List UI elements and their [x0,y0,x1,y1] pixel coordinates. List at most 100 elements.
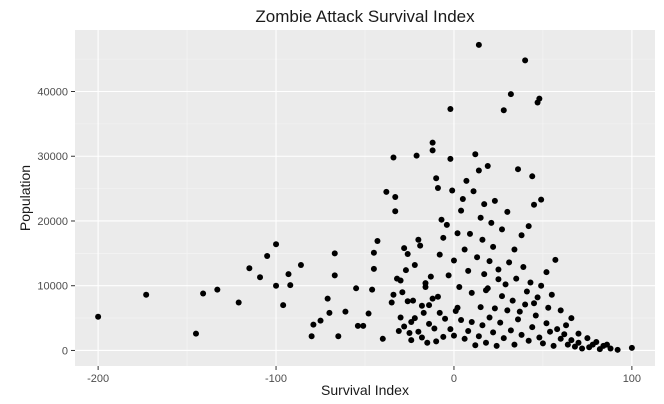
data-point [504,307,511,314]
data-point [463,177,470,184]
data-point [235,299,242,306]
y-tick-label: 0 [62,345,68,357]
data-point [285,271,292,278]
data-point [518,331,525,338]
data-point [477,214,484,221]
data-point [461,246,468,253]
data-point [257,274,264,281]
data-point [440,333,447,340]
x-axis-label: Survival Index [321,382,409,398]
data-point [390,291,397,298]
data-point [507,327,514,334]
data-point [374,238,381,245]
data-point [543,320,550,327]
data-point [436,251,443,258]
data-point [264,252,271,259]
x-tick-label: -100 [265,373,287,385]
data-point [563,322,570,329]
data-point [481,201,488,208]
data-point [450,332,457,339]
data-point [447,105,454,112]
y-tick-label: 30000 [37,151,68,163]
data-point [475,167,482,174]
data-point [214,286,221,293]
data-point [490,243,497,250]
data-point [504,208,511,215]
data-point [406,329,413,336]
data-point [500,107,507,114]
data-point [397,277,404,284]
data-point [143,291,150,298]
data-point [310,321,317,328]
data-point [402,267,409,274]
data-point [491,305,498,312]
data-point [331,272,338,279]
data-point [436,309,443,316]
data-point [297,262,304,269]
data-point [475,333,482,340]
data-point [411,262,418,269]
y-tick-label: 10000 [37,281,68,293]
data-point [426,320,433,327]
data-point [422,284,429,291]
data-point [369,286,376,293]
data-point [458,317,465,324]
data-point [317,317,324,324]
data-point [522,301,529,308]
data-point [324,295,331,302]
data-point [557,307,564,314]
data-point [536,95,543,102]
data-point [509,297,516,304]
data-point [360,322,367,329]
data-point [438,216,445,223]
data-point [600,342,607,349]
data-point [287,282,294,289]
data-point [454,230,461,237]
data-point [511,246,518,253]
data-point [433,338,440,345]
data-point [370,265,377,272]
x-axis-ticks: -200 -100 0 100 [87,366,641,385]
data-point [379,335,386,342]
data-point [481,271,488,278]
data-point [418,302,425,309]
data-point [532,312,539,319]
data-point [390,154,397,161]
data-point [434,184,441,191]
data-point [507,91,514,98]
data-point [525,337,532,344]
data-point [404,251,411,257]
data-point [280,302,287,309]
data-point [498,226,505,233]
data-point [354,322,361,329]
data-point [415,236,422,243]
data-point [461,335,468,342]
chart-title: Zombie Attack Survival Index [255,7,475,26]
data-point [434,293,441,300]
data-point [450,257,457,264]
data-point [308,333,315,340]
data-point [531,201,538,208]
data-point [273,282,280,289]
data-point [417,242,424,249]
data-point [392,194,399,201]
data-point [518,232,525,239]
data-point [246,265,253,272]
data-point [456,284,463,291]
data-point [506,259,513,266]
data-point [440,234,447,241]
data-point [561,331,568,338]
data-point [468,289,475,296]
data-point [486,314,493,321]
data-point [515,166,522,173]
data-point [365,310,372,317]
data-point [331,250,338,257]
data-point [538,282,545,289]
data-point [498,293,505,300]
x-tick-label: -200 [87,373,109,385]
y-axis-ticks: 0 10000 20000 30000 40000 [37,87,75,357]
data-point [443,221,450,228]
data-point [554,326,561,333]
data-point [520,263,527,270]
